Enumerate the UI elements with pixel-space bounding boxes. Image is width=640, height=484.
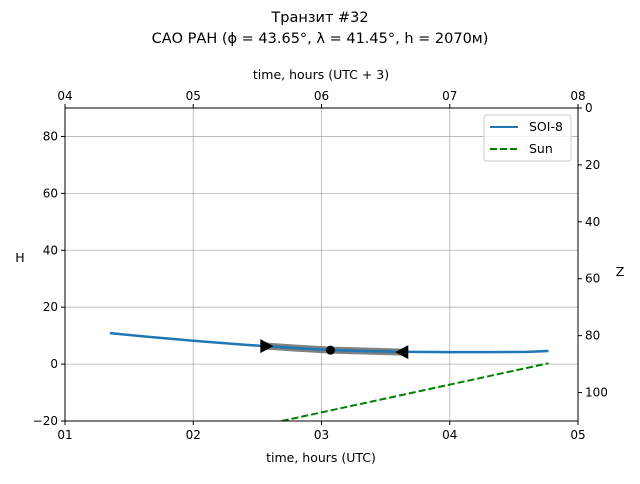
x-tick-label: 04	[442, 428, 457, 442]
y-axis-label: H	[15, 250, 24, 265]
axes-frame	[64, 107, 579, 422]
y-tick-label: 0	[50, 357, 58, 371]
y2-tick-label: 20	[585, 158, 600, 172]
x2-tick-label: 08	[570, 89, 585, 103]
y-tick-label: −20	[33, 414, 58, 428]
chart-subtitle: САО РАН (ϕ = 43.65°, λ = 41.45°, h = 207…	[152, 31, 489, 47]
y2-tick-label: 60	[585, 272, 600, 286]
x-tick-label: 02	[186, 428, 201, 442]
transit-center-marker	[325, 345, 335, 355]
y2-tick-label: 0	[585, 101, 593, 115]
x2-tick-label: 05	[186, 89, 201, 103]
x2-tick-label: 04	[57, 89, 72, 103]
x-tick-label: 03	[314, 428, 329, 442]
y2-tick-label: 40	[585, 215, 600, 229]
legend-label-sun: Sun	[529, 141, 553, 156]
x2-tick-label: 07	[442, 89, 457, 103]
x2-tick-label: 06	[314, 89, 329, 103]
transit-end-marker	[395, 345, 409, 360]
x-axis-label: time, hours (UTC)	[266, 450, 376, 465]
series-line-soi8	[109, 331, 549, 354]
y-tick-label: 80	[43, 129, 58, 143]
chart-title: Транзит #32	[270, 10, 368, 26]
y-tick-label: 40	[43, 243, 58, 257]
y2-axis-label: Z	[616, 264, 625, 279]
y2-tick-label: 100	[585, 386, 608, 400]
y2-tick-label: 80	[585, 329, 600, 343]
y-tick-label: 20	[43, 300, 58, 314]
x-tick-label: 01	[57, 428, 72, 442]
y-tick-label: 60	[43, 186, 58, 200]
transit-start-marker	[260, 339, 274, 354]
x2-axis-label: time, hours (UTC + 3)	[253, 67, 389, 82]
series-line-sun	[281, 362, 549, 421]
legend: SOI-8 Sun	[483, 114, 572, 162]
legend-label-soi8: SOI-8	[529, 119, 563, 134]
x-tick-label: 05	[570, 428, 585, 442]
